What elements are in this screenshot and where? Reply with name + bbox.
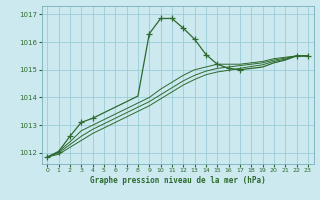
X-axis label: Graphe pression niveau de la mer (hPa): Graphe pression niveau de la mer (hPa): [90, 176, 266, 185]
